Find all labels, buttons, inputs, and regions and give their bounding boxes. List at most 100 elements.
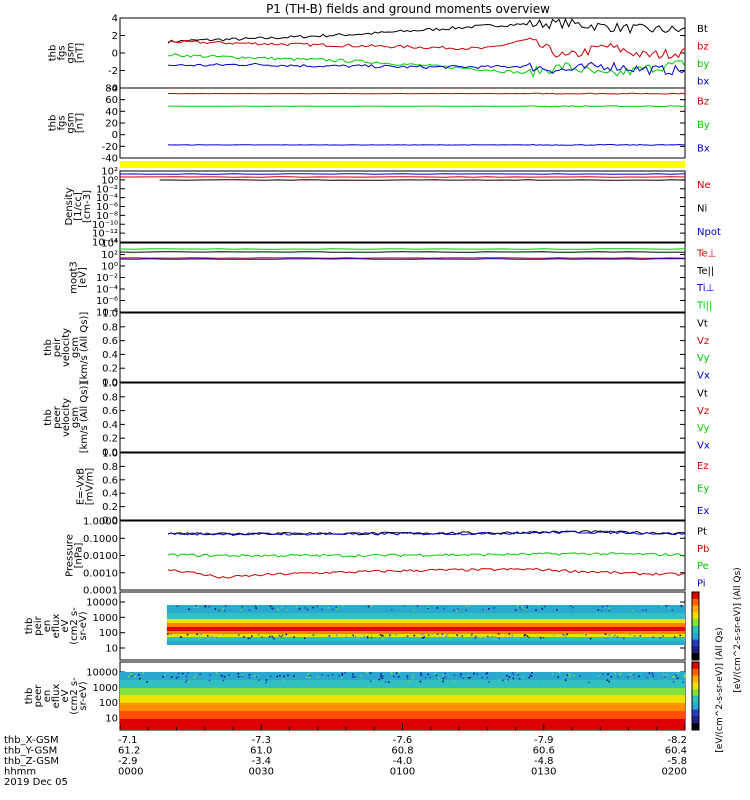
spectrogram-speckle: [221, 675, 224, 677]
spectrogram-speckle: [627, 676, 629, 678]
ytick-label: 10⁻⁸: [96, 308, 118, 319]
spectrogram-speckle: [616, 636, 619, 638]
spectrogram-speckle: [276, 675, 278, 678]
spectrogram-speckle: [193, 676, 196, 679]
spectrogram-speckle: [436, 607, 439, 609]
spectrogram-speckle: [475, 635, 477, 638]
ytick-label: 10⁻²: [96, 273, 118, 284]
spectrogram-speckle: [569, 605, 572, 607]
spectrogram-speckle: [130, 672, 132, 675]
spectrogram-band: [166, 641, 685, 645]
spectrogram-speckle: [617, 675, 619, 678]
ylabel-line: fgs: [57, 115, 68, 130]
panel-1: thbfgsgsm[nT] 4 2 0 -2 -4 Bt bz by bx: [48, 14, 710, 95]
ytick-label: 0.6: [102, 406, 118, 417]
spectrogram-speckle: [581, 633, 584, 636]
spectrogram-speckle: [240, 609, 242, 611]
spectrogram-speckle: [170, 633, 172, 636]
spectrogram-speckle: [406, 675, 409, 678]
spectrogram-speckle: [269, 675, 272, 678]
spectrogram-speckle: [223, 609, 226, 612]
ephemeris-label: thb_Y-GSM: [4, 746, 57, 757]
ephemeris-label: thb_Z-GSM: [4, 756, 59, 767]
ytick-label: 100: [99, 628, 118, 639]
spectrogram-speckle: [363, 635, 366, 638]
spectrogram-speckle: [604, 633, 607, 635]
ephemeris-value: 61.0: [250, 746, 272, 757]
ylabel-line: moqt3: [69, 261, 80, 294]
spectrogram-band: [120, 711, 685, 719]
spectrogram-speckle: [460, 673, 462, 676]
spectrogram-speckle: [237, 675, 240, 678]
ylabel-line: E=-VxB: [76, 468, 87, 505]
colorbar-segment: [692, 592, 699, 600]
ytick-label: 20: [105, 119, 118, 130]
spectrogram-speckle: [238, 634, 240, 636]
spectrogram-speckle: [370, 636, 373, 639]
time-axis: [119, 724, 686, 730]
spectrogram-speckle: [406, 635, 409, 638]
spectrogram-speckle: [327, 606, 329, 609]
spectrogram-speckle: [459, 675, 462, 678]
spectrogram-speckle: [497, 633, 500, 635]
spectrogram-speckle: [486, 676, 488, 679]
colorbar-segment: [692, 619, 699, 627]
spectrogram-speckle: [177, 634, 180, 637]
spectrogram-speckle: [222, 679, 225, 682]
spectrogram-speckle: [222, 605, 225, 607]
log-series-line: [119, 248, 686, 250]
spectrogram-speckle: [293, 608, 296, 610]
colorbar-label-2: [eV/(cm^2-s-sr-eV)] (All Qs): [715, 627, 725, 752]
spectrogram-speckle: [208, 679, 211, 682]
spectrogram-speckle: [488, 681, 490, 683]
spectrogram-speckle: [316, 674, 318, 676]
ytick-label: 10⁻¹²: [92, 229, 118, 240]
spectrogram-speckle: [308, 676, 311, 679]
ytick-label: 60: [105, 95, 118, 106]
spectrogram-speckle: [269, 634, 272, 636]
spectrogram-speckle: [142, 672, 144, 674]
spectrogram-speckle: [316, 605, 319, 608]
colorbar-segment: [692, 653, 699, 661]
ylabel-line: [km/s (All Qs)]: [79, 382, 90, 454]
spectrogram-speckle: [269, 605, 272, 607]
spectrogram-speckle: [374, 675, 377, 678]
ytick-label: -40: [102, 154, 118, 165]
ephemeris-value: -5.8: [667, 756, 687, 767]
spectrogram-speckle: [462, 637, 464, 639]
spectrogram-speckle: [529, 674, 532, 677]
spectrogram-speckle: [588, 607, 590, 610]
ytick-label: 0.4: [102, 489, 118, 500]
colorbar-segment: [692, 682, 699, 690]
ytick-label: 0.6: [102, 336, 118, 347]
spectrogram-speckle: [416, 605, 419, 608]
spectrogram-speckle: [271, 634, 273, 637]
legend-entry: Ni: [697, 204, 707, 215]
spectrogram-speckle: [672, 676, 675, 679]
spectrogram-speckle: [682, 681, 684, 683]
spectrogram-band: [120, 680, 685, 688]
spectrogram-speckle: [634, 635, 636, 637]
spectrogram-speckle: [458, 635, 460, 638]
ylabel-line: peir: [33, 615, 44, 635]
spectrogram-speckle: [524, 633, 526, 636]
spectrogram-speckle: [360, 675, 362, 677]
spectrogram-speckle: [395, 633, 398, 636]
spectrogram-speckle: [388, 634, 391, 637]
ephemeris-value: -7.6: [393, 735, 413, 746]
spectrogram-speckle: [381, 675, 384, 677]
spectrogram-speckle: [397, 676, 400, 678]
spectrogram-speckle: [504, 634, 507, 637]
spectrogram-speckle: [369, 680, 372, 682]
ephemeris-value: -4.8: [534, 756, 554, 767]
ylabel-line: velocity: [61, 328, 72, 367]
ytick-label: 0.4: [102, 420, 118, 431]
spectrogram-speckle: [222, 608, 224, 610]
spectrogram-speckle: [463, 633, 466, 636]
ytick-label: 10⁻⁶: [96, 296, 118, 307]
spectrogram-speckle: [486, 672, 488, 674]
spectrogram-speckle: [411, 672, 414, 675]
spectrogram-speckle: [664, 676, 666, 679]
spectrogram-speckle: [243, 675, 245, 677]
spectrogram-speckle: [366, 635, 369, 638]
